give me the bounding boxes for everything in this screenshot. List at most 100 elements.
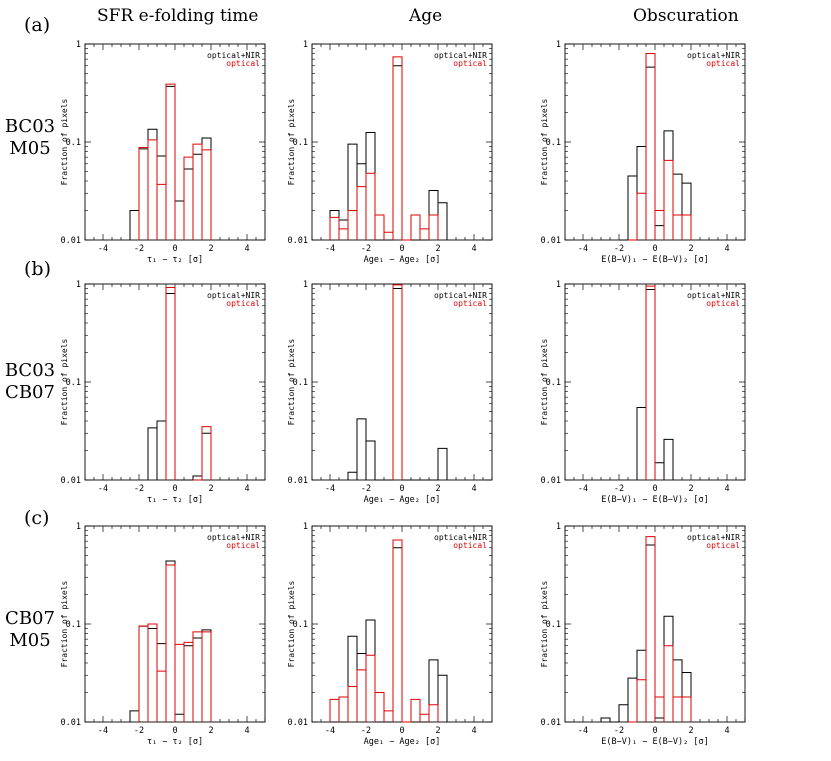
bar-optical-nir <box>654 225 665 240</box>
x-axis-label: E(B−V)₁ − E(B−V)₂ [σ] <box>601 255 708 265</box>
bar-optical <box>192 631 203 722</box>
bar-optical-nir <box>437 447 448 480</box>
x-tick-label: 4 <box>724 726 729 736</box>
row-name-a-line2: M05 <box>9 138 51 159</box>
row-name-c-line1: CB07 <box>5 608 55 629</box>
bar-optical-nir <box>183 645 194 722</box>
bar-optical-nir <box>392 287 403 480</box>
legend-optical: optical <box>453 59 487 68</box>
bar-optical <box>356 669 367 722</box>
bar-optical <box>663 159 674 240</box>
bar-optical <box>419 713 430 722</box>
bar-optical <box>183 641 194 722</box>
x-tick-label: 2 <box>688 484 693 494</box>
bar-optical-nir <box>156 155 167 240</box>
bar-optical-nir <box>356 163 367 240</box>
bar-optical <box>392 56 403 240</box>
bar-optical <box>681 696 692 722</box>
y-tick-label: 0.01 <box>541 718 561 728</box>
bar-optical-nir <box>672 659 683 722</box>
bar-optical <box>192 143 203 240</box>
bar-optical-nir <box>165 560 176 722</box>
y-tick-label: 1 <box>556 280 561 290</box>
row-tag-a: (a) <box>24 14 51 36</box>
bar-optical-nir <box>663 438 674 480</box>
bar-optical-nir <box>365 619 376 722</box>
y-tick-label: 0.01 <box>61 236 81 246</box>
bar-optical-nir <box>201 629 212 722</box>
bar-optical-nir <box>627 677 638 722</box>
x-tick-label: -4 <box>325 484 335 494</box>
bar-optical <box>165 83 176 240</box>
x-tick-label: 0 <box>652 244 657 254</box>
column-title-sfr: SFR e-folding time <box>97 6 259 26</box>
legend-optical-nir: optical+NIR <box>434 533 487 542</box>
legend-optical: optical <box>226 59 260 68</box>
y-tick-label: 1 <box>556 522 561 532</box>
y-axis-label: Fraction of pixels <box>60 98 69 185</box>
bar-optical-nir <box>201 432 212 480</box>
y-tick-label: 0.1 <box>546 620 561 630</box>
x-tick-label: -2 <box>361 726 371 736</box>
bar-optical <box>428 214 439 240</box>
bar-optical-nir <box>356 653 367 722</box>
y-axis-label: Fraction of pixels <box>540 338 549 425</box>
bar-optical <box>672 696 683 722</box>
x-tick-label: 0 <box>652 726 657 736</box>
bar-optical-nir <box>645 288 656 480</box>
bar-optical <box>374 691 385 722</box>
y-tick-label: 1 <box>76 522 81 532</box>
legend-optical-nir: optical+NIR <box>687 533 740 542</box>
bar-optical <box>338 696 349 722</box>
x-tick-label: -4 <box>578 726 588 736</box>
row-name-a: BC03 M05 <box>0 116 60 160</box>
bar-optical <box>165 564 176 722</box>
x-tick-label: 4 <box>724 244 729 254</box>
x-tick-label: 0 <box>652 484 657 494</box>
bar-optical-nir <box>347 143 358 240</box>
row-tag-b: (b) <box>24 258 51 280</box>
bar-optical <box>174 643 185 722</box>
bar-optical-nir <box>437 674 448 722</box>
x-tick-label: 2 <box>435 726 440 736</box>
x-tick-label: 2 <box>688 726 693 736</box>
bar-optical-nir <box>600 717 611 722</box>
legend-optical: optical <box>453 299 487 308</box>
y-tick-label: 1 <box>556 40 561 50</box>
bar-optical-nir <box>428 659 439 722</box>
bar-optical-nir <box>356 418 367 480</box>
x-tick-label: -4 <box>98 244 108 254</box>
y-axis-label: Fraction of pixels <box>287 338 296 425</box>
y-tick-label: 0.1 <box>293 378 308 388</box>
bar-optical <box>147 623 158 722</box>
x-axis-label: τ₁ − τ₂ [σ] <box>147 255 203 265</box>
bar-optical-nir <box>156 420 167 480</box>
bar-optical-nir <box>174 713 185 722</box>
x-tick-label: 0 <box>172 244 177 254</box>
x-tick-label: 0 <box>399 726 404 736</box>
bar-optical-nir <box>156 643 167 722</box>
bar-optical-nir <box>636 649 647 722</box>
legend-optical: optical <box>226 299 260 308</box>
bar-optical-nir <box>192 637 203 722</box>
y-tick-label: 0.1 <box>66 138 81 148</box>
y-tick-label: 1 <box>76 280 81 290</box>
bar-optical-nir <box>147 128 158 240</box>
x-tick-label: -2 <box>361 244 371 254</box>
y-tick-label: 0.01 <box>61 476 81 486</box>
bar-optical-nir <box>681 182 692 240</box>
x-tick-label: 4 <box>244 244 249 254</box>
bar-optical <box>645 52 656 240</box>
bar-optical <box>672 214 683 240</box>
bar-optical-nir <box>392 547 403 722</box>
x-axis-label: Age₁ − Age₂ [σ] <box>364 255 441 265</box>
y-tick-label: 0.01 <box>61 718 81 728</box>
bar-optical-nir <box>329 209 340 240</box>
bar-optical <box>636 679 647 722</box>
bar-optical <box>201 149 212 240</box>
bar-optical-nir <box>636 406 647 480</box>
x-tick-label: 4 <box>471 484 476 494</box>
bar-optical-nir <box>192 153 203 240</box>
x-axis-label: E(B−V)₁ − E(B−V)₂ [σ] <box>601 495 708 505</box>
x-tick-label: 0 <box>399 484 404 494</box>
